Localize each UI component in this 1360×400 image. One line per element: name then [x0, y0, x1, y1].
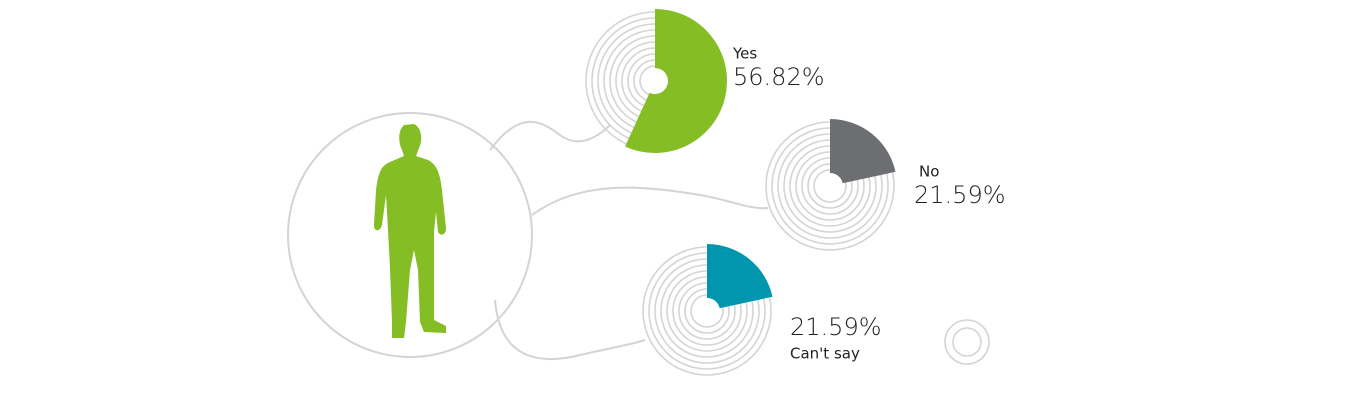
connector	[489, 120, 611, 151]
value-label: 21.59%	[790, 313, 882, 341]
connector	[494, 299, 646, 361]
connector	[531, 186, 769, 216]
donut-segment	[829, 119, 896, 184]
category-label: Can't say	[790, 345, 860, 363]
decorative-ring	[944, 319, 990, 365]
person-circle	[287, 112, 533, 358]
donut-segment	[625, 9, 728, 154]
connectors	[489, 120, 769, 361]
category-label: Yes	[732, 45, 757, 63]
value-label: 21.59%	[914, 181, 1006, 209]
decorative-ring	[952, 327, 982, 357]
donut: Can't say 21.59%	[642, 244, 882, 376]
donut-segment	[707, 244, 773, 309]
person-silhouette	[374, 124, 446, 338]
category-label: No	[919, 163, 939, 181]
value-label: 56.82%	[733, 63, 825, 91]
